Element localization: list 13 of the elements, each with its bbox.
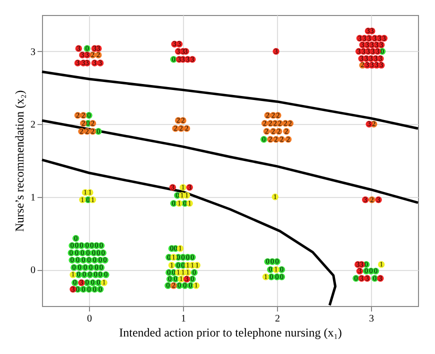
x-tick-label: 0 — [87, 314, 92, 324]
y-axis-title: Nurse’s recommendation (x₂) — [12, 90, 26, 232]
line-series — [40, 119, 420, 204]
y-tick-label: 3 — [30, 46, 36, 58]
line-series — [40, 70, 420, 130]
x-tick-label: 3 — [369, 314, 374, 324]
line-series — [40, 158, 337, 307]
y-tick-label: 2 — [30, 120, 36, 131]
x-axis-title: Intended action prior to telephone nursing (x₁) — [119, 326, 342, 340]
x-tick-label: 1 — [181, 314, 186, 324]
y-tick-label: 1 — [30, 192, 36, 204]
x-tick-label: 2 — [275, 314, 280, 324]
y-tick-label: 0 — [30, 265, 36, 276]
